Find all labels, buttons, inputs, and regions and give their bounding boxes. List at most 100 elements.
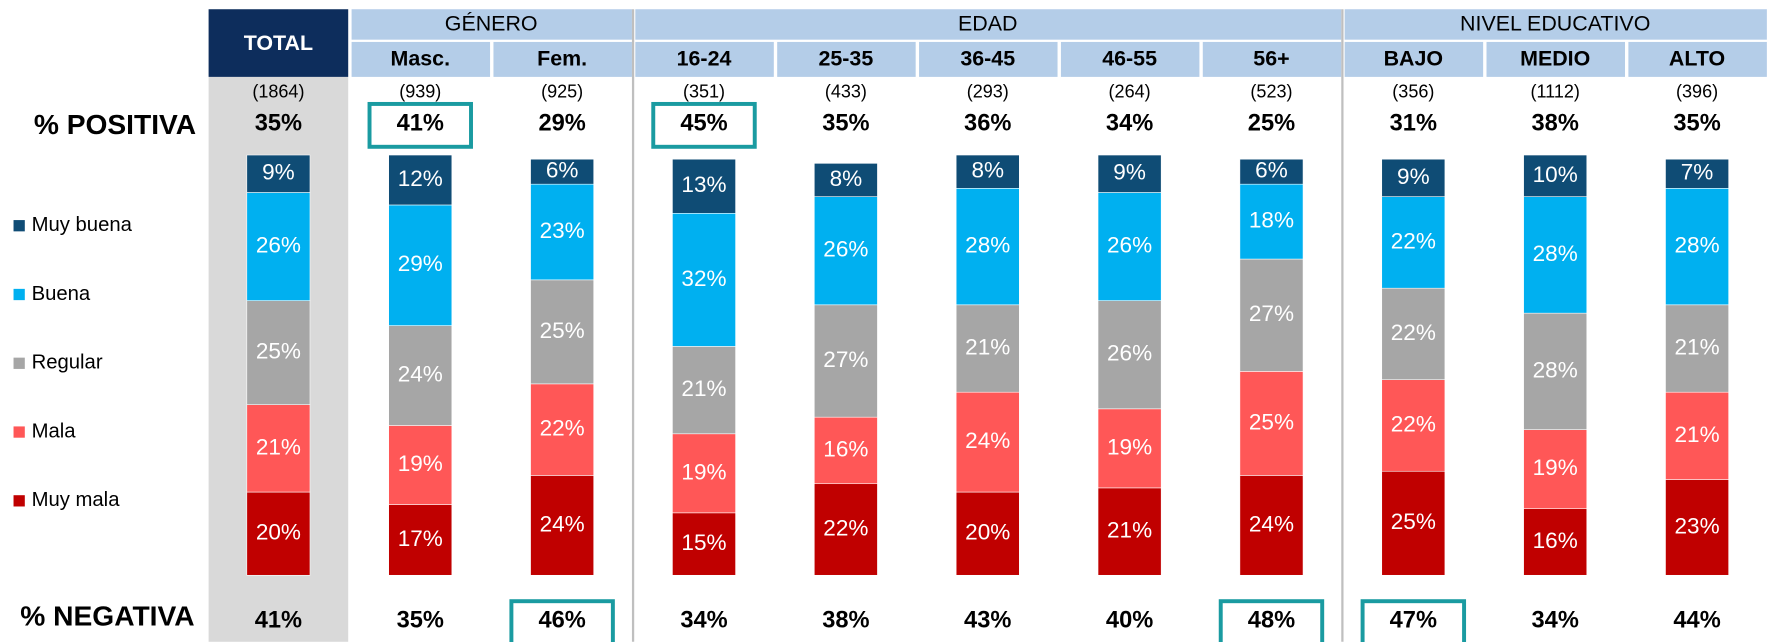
segment-label: 26% [256, 233, 301, 258]
segment-label: 8% [830, 166, 863, 191]
negative-value: 46% [538, 608, 585, 634]
bar-segment [1665, 188, 1729, 306]
negative-value: 38% [822, 608, 869, 634]
segment-label: 22% [1391, 228, 1436, 253]
positive-value: 35% [822, 110, 869, 136]
positive-value: 29% [538, 110, 585, 136]
segment-label: 21% [1107, 518, 1152, 543]
bar-segment [672, 346, 736, 435]
segment-label: 24% [1249, 511, 1294, 536]
bar-segment [1523, 429, 1588, 509]
negative-value: 40% [1106, 608, 1153, 634]
header-cell [777, 41, 916, 77]
segment-label: 21% [1674, 334, 1719, 359]
segment-label: 28% [1674, 233, 1719, 258]
segment-label: 19% [398, 451, 443, 476]
segment-label: 16% [1533, 528, 1578, 553]
segment-label: 21% [256, 434, 301, 459]
segment-label: 26% [1107, 341, 1152, 366]
group-header [1344, 9, 1767, 40]
bar-segment [814, 196, 878, 306]
bar-segment [1239, 475, 1304, 576]
positive-value: 34% [1106, 110, 1153, 136]
sample-size: (264) [1109, 81, 1151, 101]
sample-size: (433) [825, 81, 867, 101]
bar-segment [530, 279, 594, 385]
bar-segment [246, 491, 311, 576]
bar-segment [1665, 304, 1729, 393]
legend-swatch [13, 220, 25, 232]
segment-label: 26% [1107, 233, 1152, 258]
bar-segment [814, 163, 878, 197]
sample-size: (396) [1676, 81, 1718, 101]
header-cell [493, 41, 632, 77]
legend-swatch [13, 288, 25, 301]
row-label: % NEGATIVA [20, 600, 194, 632]
bar-segment [1097, 154, 1162, 193]
sample-size: (925) [541, 81, 583, 101]
bar-segment [1523, 196, 1588, 314]
highlight-box [651, 101, 757, 149]
segment-label: 7% [1681, 160, 1714, 185]
bar-segment [388, 504, 453, 576]
bar-segment [388, 204, 453, 326]
legend-label: Regular [32, 352, 103, 374]
bar-segment [1239, 371, 1304, 476]
sample-size: (293) [967, 81, 1009, 101]
bar-segment [530, 475, 594, 576]
bar-segment [246, 192, 311, 301]
bar-segment [1239, 258, 1304, 372]
bar-segment [1665, 479, 1729, 576]
bar-segment [814, 416, 878, 485]
segment-label: 15% [681, 530, 726, 555]
positive-value: 35% [255, 110, 302, 136]
segment-label: 20% [965, 520, 1010, 545]
header-label: 25-35 [818, 47, 873, 71]
header-label: 36-45 [960, 47, 1015, 71]
header-label: 56+ [1253, 47, 1289, 71]
segment-label: 26% [823, 237, 868, 262]
negative-value: 34% [1532, 608, 1579, 634]
bar-segment [246, 404, 311, 493]
segment-label: 13% [681, 172, 726, 197]
segment-label: 28% [1533, 241, 1578, 266]
segment-label: 29% [398, 251, 443, 276]
bar-segment [246, 300, 311, 405]
segment-label: 21% [1674, 422, 1719, 447]
bar-segment [388, 425, 453, 505]
header-cell [1344, 41, 1484, 77]
bar-segment [1381, 470, 1446, 576]
bar-segment [672, 158, 736, 214]
header-cell [1202, 41, 1342, 77]
legend-swatch [13, 426, 25, 438]
bar-segment [1239, 183, 1304, 260]
group-label: EDAD [958, 12, 1017, 36]
header-label: TOTAL [244, 31, 313, 55]
segment-label: 19% [1533, 455, 1578, 480]
header-label: 46-55 [1102, 47, 1157, 71]
bar-segment [1381, 287, 1446, 380]
segment-label: 25% [540, 318, 585, 343]
bar-segment [1523, 312, 1588, 430]
row-label: % POSITIVA [34, 108, 196, 140]
sample-size: (523) [1250, 81, 1292, 101]
highlight-box [367, 101, 473, 149]
segment-label: 9% [1397, 164, 1430, 189]
segment-label: 25% [256, 339, 301, 364]
negative-value: 34% [680, 608, 727, 634]
positive-value: 36% [964, 110, 1011, 136]
bar-segment [246, 154, 311, 193]
header-cell [1060, 41, 1200, 77]
bar-segment [955, 154, 1020, 189]
bar-segment [388, 325, 453, 426]
segment-label: 32% [681, 266, 726, 291]
legend-label: Muy mala [32, 489, 121, 511]
sample-size: (1112) [1530, 81, 1579, 101]
bar-segment [1239, 158, 1304, 185]
segment-label: 9% [1113, 160, 1146, 185]
segment-label: 28% [965, 233, 1010, 258]
segment-label: 24% [965, 428, 1010, 453]
bar-segment [1381, 379, 1446, 472]
bar-segment [1523, 154, 1588, 197]
